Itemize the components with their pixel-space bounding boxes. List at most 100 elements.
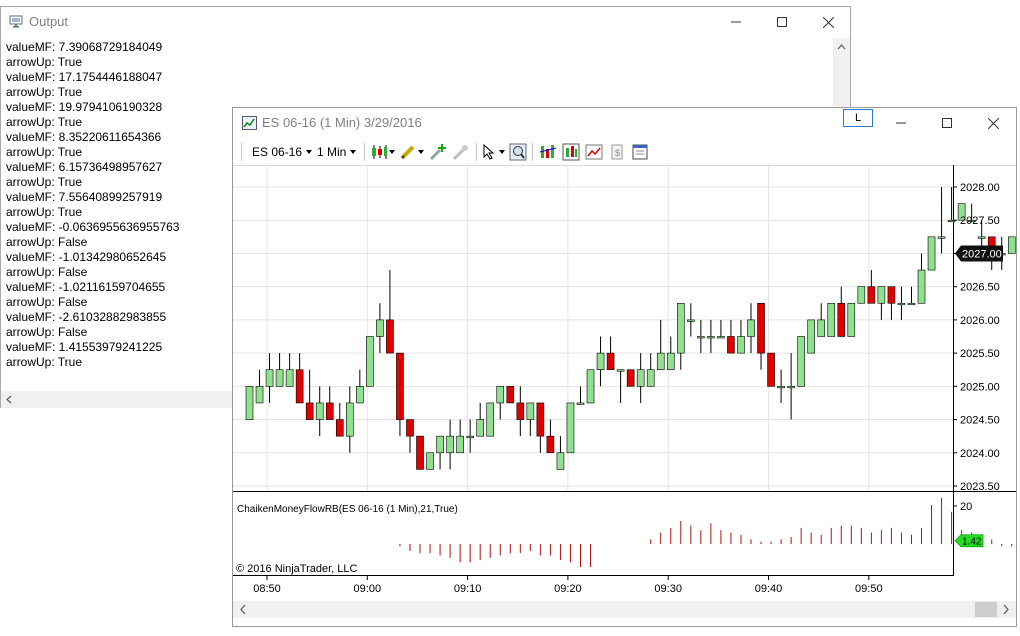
scroll-up-icon bbox=[837, 44, 846, 50]
candle-body bbox=[967, 219, 976, 223]
add-point-button[interactable] bbox=[429, 139, 447, 165]
chart-horizontal-scrollbar[interactable] bbox=[233, 601, 1016, 618]
toolbar-separator bbox=[476, 143, 477, 161]
maximize-button[interactable] bbox=[759, 7, 805, 37]
candle-body bbox=[366, 336, 374, 387]
output-line: valueMF: 8.35220611654366 bbox=[6, 130, 162, 144]
interval-label: 1 Min bbox=[317, 145, 347, 159]
output-line: arrowUp: False bbox=[6, 325, 88, 339]
zoom-icon bbox=[509, 143, 527, 161]
candle-body bbox=[526, 402, 535, 420]
instrument-label: ES 06-16 bbox=[252, 145, 303, 159]
close-icon bbox=[987, 117, 999, 129]
output-line: valueMF: -1.02116159704655 bbox=[6, 280, 166, 294]
chart-trader-button[interactable] bbox=[585, 139, 603, 165]
minimize-icon bbox=[896, 122, 906, 124]
candle-body bbox=[446, 435, 454, 454]
cursor-button[interactable] bbox=[481, 139, 505, 165]
minimize-icon bbox=[731, 21, 741, 23]
output-line: valueMF: 17.1754446188047 bbox=[6, 70, 163, 84]
time-tick-label: 08:50 bbox=[253, 583, 281, 595]
candle-body bbox=[576, 402, 585, 405]
chart-style-button[interactable] bbox=[370, 139, 395, 165]
candle-body bbox=[887, 286, 896, 304]
interval-selector[interactable]: 1 Min bbox=[317, 139, 357, 165]
candle-body bbox=[787, 386, 795, 389]
candle-body bbox=[606, 352, 615, 371]
output-line: valueMF: -1.01342980652645 bbox=[6, 250, 167, 264]
indicator-value-marker bbox=[954, 534, 984, 548]
toolbar-grip bbox=[241, 143, 242, 161]
zoom-button[interactable] bbox=[509, 139, 527, 165]
output-line: arrowUp: True bbox=[6, 175, 83, 189]
chart-toolbar: ES 06-16 1 Min bbox=[233, 139, 1016, 166]
data-box-button[interactable] bbox=[631, 139, 649, 165]
link-button[interactable]: L bbox=[843, 109, 873, 127]
output-line: arrowUp: True bbox=[6, 145, 83, 159]
close-button[interactable] bbox=[805, 7, 851, 37]
candle-body bbox=[616, 369, 625, 372]
price-tick-label: 2024.50 bbox=[960, 415, 1000, 427]
price-tick-label: 2026.00 bbox=[960, 315, 1000, 327]
properties-button[interactable]: $ bbox=[608, 139, 626, 165]
candle-body bbox=[566, 402, 575, 454]
maximize-button[interactable] bbox=[924, 108, 970, 138]
chevron-down-icon bbox=[306, 150, 313, 154]
indicator-axis-label: 20 bbox=[960, 501, 972, 513]
candle-body bbox=[697, 336, 705, 339]
candle-body bbox=[506, 386, 515, 404]
output-line: arrowUp: False bbox=[6, 235, 88, 249]
candle-body bbox=[737, 336, 745, 354]
time-tick-label: 09:00 bbox=[354, 583, 382, 595]
candle-body bbox=[656, 352, 665, 371]
candle-body bbox=[727, 336, 735, 354]
candlestick-style-icon bbox=[372, 145, 387, 159]
candle-body bbox=[486, 402, 495, 437]
scroll-right-icon[interactable] bbox=[1003, 604, 1009, 615]
candle-body bbox=[747, 319, 755, 337]
drawing-tools-button[interactable] bbox=[399, 139, 424, 165]
candle-body bbox=[456, 435, 464, 454]
output-line: arrowUp: True bbox=[6, 85, 83, 99]
candle-body bbox=[376, 319, 384, 337]
candle-body bbox=[295, 369, 304, 404]
scrollbar-thumb[interactable] bbox=[975, 602, 997, 617]
instrument-selector[interactable]: ES 06-16 bbox=[252, 139, 313, 165]
indicator-value-label: 1.42 bbox=[962, 537, 982, 548]
candle-body bbox=[346, 402, 354, 437]
current-price-label: 2027.00 bbox=[962, 248, 1002, 260]
minimize-button[interactable] bbox=[713, 7, 759, 37]
time-tick-label: 09:50 bbox=[855, 583, 883, 595]
price-tick-label: 2023.50 bbox=[960, 481, 1000, 493]
candle-body bbox=[847, 302, 856, 337]
scroll-left-icon[interactable] bbox=[240, 604, 246, 615]
candle-body bbox=[315, 402, 324, 420]
price-tick-label: 2026.50 bbox=[960, 282, 1000, 294]
candle-body bbox=[797, 336, 805, 387]
chart-titlebar[interactable]: ES 06-16 (1 Min) 3/29/2016 L bbox=[233, 108, 1016, 138]
candle-body bbox=[466, 435, 474, 438]
close-button[interactable] bbox=[970, 108, 1016, 138]
toolbar-separator bbox=[364, 143, 365, 161]
minimize-button[interactable] bbox=[878, 108, 924, 138]
output-text-area[interactable]: valueMF: 7.39068729184049 arrowUp: True va… bbox=[6, 40, 179, 370]
close-icon bbox=[822, 16, 834, 28]
cursor-icon bbox=[483, 143, 495, 160]
output-line: valueMF: -0.0636955636955763 bbox=[6, 220, 180, 234]
add-point-icon bbox=[429, 144, 446, 161]
output-titlebar[interactable]: Output bbox=[1, 7, 850, 37]
remove-point-button[interactable] bbox=[452, 139, 470, 165]
chart-area[interactable]: 2028.00 2027.50 2027.00 2026.50 2026.00 2025.… bbox=[233, 165, 1016, 626]
candle-body bbox=[546, 435, 555, 454]
strategies-button[interactable] bbox=[562, 139, 580, 165]
data-box-icon bbox=[632, 144, 648, 160]
output-line: arrowUp: False bbox=[6, 295, 88, 309]
candle-body bbox=[636, 369, 645, 387]
candle-body bbox=[927, 236, 936, 271]
indicators-button[interactable] bbox=[539, 139, 557, 165]
candle-body bbox=[396, 352, 404, 420]
svg-text:$: $ bbox=[615, 148, 620, 158]
time-tick-label: 09:20 bbox=[554, 583, 582, 595]
candle-body bbox=[285, 369, 294, 387]
price-tick-label: 2027.50 bbox=[960, 215, 1000, 227]
